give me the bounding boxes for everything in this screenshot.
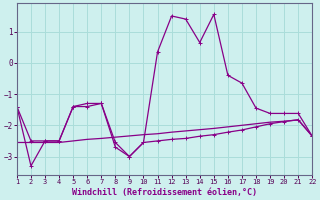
X-axis label: Windchill (Refroidissement éolien,°C): Windchill (Refroidissement éolien,°C) xyxy=(72,188,257,197)
